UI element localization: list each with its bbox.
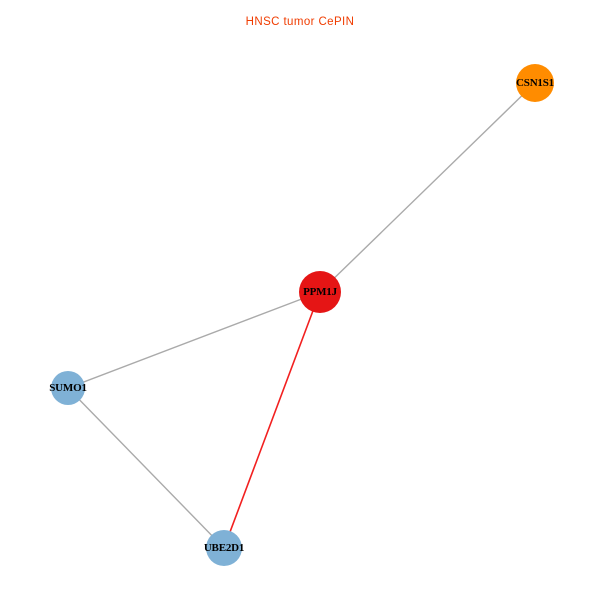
node-layer xyxy=(51,64,554,566)
graph-edge-ppm1j-ube2d1[interactable] xyxy=(229,309,314,533)
edge-layer xyxy=(78,94,523,537)
graph-node-sumo1[interactable] xyxy=(51,371,85,405)
graph-edge-ppm1j-csn1s1[interactable] xyxy=(333,94,523,279)
graph-node-csn1s1[interactable] xyxy=(516,64,554,102)
graph-node-ppm1j[interactable] xyxy=(299,271,341,313)
page-title: HNSC tumor CePIN xyxy=(245,16,355,28)
graph-edge-sumo1-ube2d1[interactable] xyxy=(78,398,213,537)
graph-node-ube2d1[interactable] xyxy=(206,530,242,566)
graph-edge-ppm1j-sumo1[interactable] xyxy=(82,298,303,384)
